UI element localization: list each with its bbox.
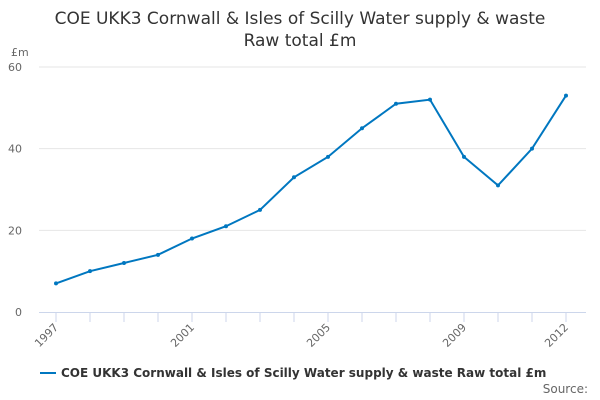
- data-point: [360, 126, 364, 131]
- title-line-2: Raw total £m: [243, 31, 357, 51]
- x-tick-label: 2009: [440, 321, 469, 350]
- legend-swatch: [40, 372, 56, 374]
- data-point: [88, 269, 92, 274]
- data-point: [122, 261, 126, 265]
- x-tick-label: 2005: [304, 321, 333, 350]
- source-label: Source:: [542, 382, 588, 396]
- data-point: [496, 183, 500, 188]
- data-point: [258, 207, 262, 212]
- data-point: [54, 281, 58, 286]
- data-point: [462, 154, 466, 159]
- data-point: [530, 146, 534, 151]
- y-tick-label: 40: [8, 143, 22, 156]
- data-point: [394, 101, 398, 106]
- x-tick-label: 1997: [32, 321, 61, 350]
- x-tick-label: 2001: [168, 321, 197, 350]
- series-line: [55, 95, 567, 285]
- y-tick-label: 60: [8, 61, 22, 74]
- data-point: [564, 93, 568, 98]
- x-tick-label: 2012: [542, 321, 571, 350]
- data-point: [156, 252, 160, 257]
- legend-item[interactable]: COE UKK3 Cornwall & Isles of Scilly Wate…: [40, 366, 546, 380]
- data-point: [190, 236, 194, 241]
- y-axis-label: £m: [11, 46, 29, 59]
- chart-title: COE UKK3 Cornwall & Isles of Scilly Wate…: [0, 8, 600, 52]
- y-tick-label: 20: [8, 224, 22, 237]
- data-point: [326, 154, 330, 159]
- title-line-1: COE UKK3 Cornwall & Isles of Scilly Wate…: [54, 9, 546, 29]
- y-tick-label: 0: [15, 306, 22, 319]
- data-point: [292, 175, 296, 180]
- data-point: [224, 224, 228, 229]
- legend-label: COE UKK3 Cornwall & Isles of Scilly Wate…: [61, 366, 547, 380]
- data-point: [428, 97, 432, 102]
